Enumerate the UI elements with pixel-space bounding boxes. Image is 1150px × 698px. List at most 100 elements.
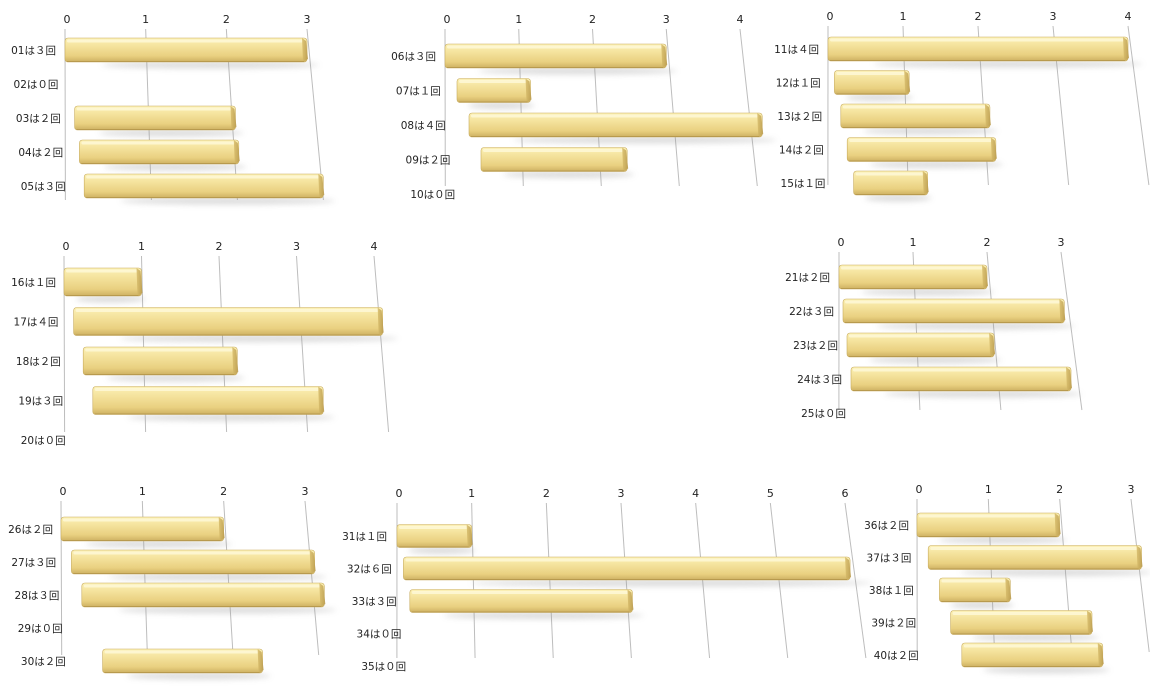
bar-end-cap [318, 386, 325, 415]
bar-highlight [85, 348, 234, 352]
bar-end-cap [1123, 37, 1129, 61]
bar-shadow [960, 569, 1150, 576]
gridline [373, 255, 390, 433]
tick-label: 3 [1128, 483, 1135, 496]
bar-shadow [876, 322, 1076, 330]
bar-shadow [408, 547, 476, 554]
tick-label: 3 [663, 13, 670, 26]
bar-highlight [83, 584, 321, 588]
bar-shadow [470, 579, 873, 587]
tick-label: 1 [900, 10, 907, 23]
bar-end-cap [627, 589, 634, 613]
category-label: 18は２回 [16, 356, 61, 368]
tick-label: 2 [1056, 483, 1063, 496]
bar-highlight [483, 149, 624, 152]
bar-shadow [101, 61, 320, 69]
bar-highlight [836, 72, 906, 75]
gridline [306, 28, 324, 201]
tick-label: 2 [543, 487, 550, 500]
bar-highlight [63, 518, 220, 522]
tick-label: 2 [984, 236, 991, 249]
category-label: 14は２回 [779, 145, 824, 157]
category-label: 21は２回 [785, 272, 830, 284]
bar-shadow [869, 161, 1004, 168]
tick-label: 1 [468, 487, 475, 500]
category-label: 27は３回 [11, 557, 56, 569]
category-label: 37は３回 [867, 553, 912, 565]
bar-highlight [94, 388, 320, 391]
bar-highlight [66, 269, 138, 273]
category-label: 32は６回 [347, 564, 392, 576]
bar-highlight [849, 139, 992, 142]
bar-shadow [443, 612, 644, 619]
bar-end-cap [318, 174, 325, 198]
bar-shadow [869, 356, 1002, 364]
bar-end-cap [1066, 367, 1073, 391]
bar-end-cap [1059, 299, 1066, 323]
tick-label: 1 [138, 240, 145, 253]
bar-highlight [841, 266, 983, 270]
gridline [1130, 498, 1150, 653]
bar-shadow [107, 573, 327, 581]
bar-highlight [963, 644, 1099, 648]
category-label: 07は１回 [396, 86, 441, 98]
tick-label: 1 [139, 485, 146, 498]
bar-end-cap [257, 649, 264, 673]
category-label: 29は０回 [18, 623, 63, 635]
bar-end-cap [319, 583, 326, 607]
tick-label: 1 [142, 13, 149, 26]
category-label: 22は３回 [789, 306, 834, 318]
category-label: 15は１回 [781, 178, 826, 190]
bar-end-cap [1097, 643, 1104, 667]
tick-label: 2 [220, 485, 227, 498]
tick-label: 0 [444, 13, 451, 26]
bar-end-cap [989, 333, 996, 357]
tick-label: 4 [737, 13, 744, 26]
bar-highlight [459, 80, 527, 83]
bar-end-cap [136, 268, 143, 296]
bar-end-cap [525, 78, 532, 103]
bar-highlight [919, 514, 1056, 518]
gridline [1127, 25, 1150, 186]
bar-shadow [103, 163, 247, 171]
bar-end-cap [1054, 513, 1061, 537]
tick-label: 0 [63, 240, 70, 253]
category-label: 40は２回 [874, 650, 919, 662]
category-label: 05は３回 [21, 181, 66, 193]
bar-end-cap [982, 265, 988, 289]
bar-highlight [855, 172, 924, 176]
category-label: 23は２回 [793, 340, 838, 352]
bar-highlight [853, 368, 1068, 372]
category-label: 13は２回 [777, 111, 822, 123]
bar-end-cap [232, 347, 239, 375]
category-label: 31は１回 [342, 531, 387, 543]
bar-highlight [76, 107, 232, 111]
bar-shadow [98, 129, 244, 137]
bar-shadow [971, 634, 1100, 641]
bar-shadow [468, 102, 535, 109]
category-label: 28は３回 [15, 590, 60, 602]
bar-shadow [512, 136, 777, 144]
tick-label: 2 [589, 13, 596, 26]
category-label: 26は２回 [8, 524, 53, 536]
bar-end-cap [990, 137, 997, 162]
bar-shadow [126, 672, 271, 680]
tick-label: 2 [216, 240, 223, 253]
bar-end-cap [302, 38, 308, 62]
bar-end-cap [622, 147, 629, 172]
category-label: 11は４回 [774, 44, 819, 56]
tick-label: 1 [515, 13, 522, 26]
category-label: 25は０回 [801, 408, 846, 420]
bar-shadow [864, 194, 932, 202]
chart-panel-7: 0 1 2 3 4 5 6 31は１回 32は６回 33は３回 34は０回 35は０回 [342, 487, 873, 673]
chart-panel-4: 0 1 2 3 4 16は１回 17は４回 18は２回 19は３回 20は０回 [11, 240, 399, 447]
category-label: 09は２回 [406, 155, 451, 167]
bar-highlight [930, 547, 1138, 550]
tick-label: 0 [827, 10, 834, 23]
category-label: 39は２回 [871, 618, 916, 630]
tick-label: 0 [396, 487, 403, 500]
bar-highlight [830, 38, 1124, 42]
bar-shadow [861, 288, 995, 296]
bar-shadow [118, 606, 337, 614]
